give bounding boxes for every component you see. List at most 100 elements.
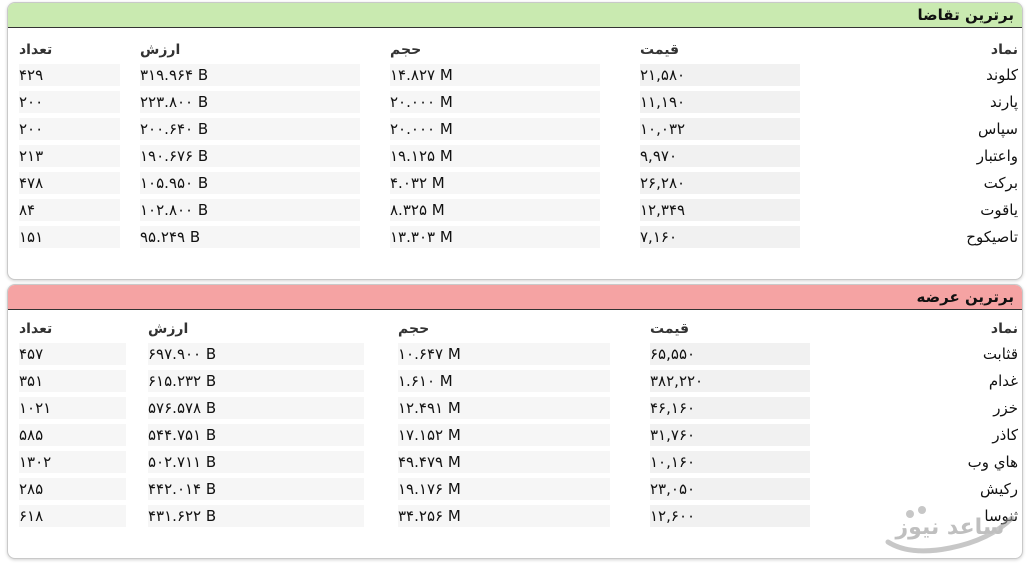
price-cell: ۱۲,۳۴۹ (640, 199, 800, 221)
value-cell: ۲۰۰.۶۴۰ B (140, 118, 360, 140)
price-cell: ۲۱,۵۸۰ (640, 64, 800, 86)
value-cell: ۴۳۱.۶۲۲ B (148, 505, 364, 527)
count-cell: ۴۷۸ (19, 172, 120, 194)
count-cell: ۱۰۲۱ (19, 397, 126, 419)
count-cell: ۱۵۱ (19, 226, 120, 248)
header-name: نماد (990, 42, 1018, 58)
header-name: نماد (990, 321, 1018, 337)
symbol-cell: سپاس (832, 118, 1022, 140)
symbol-cell: ثنوسا (842, 505, 1022, 527)
value-cell: ۴۴۲.۰۱۴ B (148, 478, 364, 500)
price-cell: ۱۱,۱۹۰ (640, 91, 800, 113)
count-cell: ۴۵۷ (19, 343, 126, 365)
volume-cell: ۱۰.۶۴۷ M (398, 343, 610, 365)
value-cell: ۱۰۲.۸۰۰ B (140, 199, 360, 221)
table-row[interactable]: غدام ۳۸۲,۲۲۰ ۱.۶۱۰ M ۶۱۵.۲۳۲ B ۳۵۱ (19, 370, 1022, 392)
header-volume: حجم (390, 42, 422, 58)
count-cell: ۸۴ (19, 199, 120, 221)
volume-cell: ۱۹.۱۲۵ M (390, 145, 600, 167)
count-cell: ۲۸۵ (19, 478, 126, 500)
value-cell: ۹۵.۲۴۹ B (140, 226, 360, 248)
top-demand-panel: برترین تقاضا نماد قیمت حجم ارزش تعداد کل… (7, 2, 1023, 280)
table-header-row: نماد قیمت حجم ارزش تعداد (19, 41, 1022, 59)
price-cell: ۲۶,۲۸۰ (640, 172, 800, 194)
value-cell: ۳۱۹.۹۶۴ B (140, 64, 360, 86)
count-cell: ۶۱۸ (19, 505, 126, 527)
symbol-cell: یاقوت (832, 199, 1022, 221)
header-value: ارزش (148, 321, 189, 337)
value-cell: ۱۹۰.۶۷۶ B (140, 145, 360, 167)
volume-cell: ۴۹.۴۷۹ M (398, 451, 610, 473)
volume-cell: ۱۲.۴۹۱ M (398, 397, 610, 419)
table-row[interactable]: قثابت ۶۵,۵۵۰ ۱۰.۶۴۷ M ۶۹۷.۹۰۰ B ۴۵۷ (19, 343, 1022, 365)
count-cell: ۲۱۳ (19, 145, 120, 167)
price-cell: ۱۰,۱۶۰ (650, 451, 810, 473)
count-cell: ۲۰۰ (19, 91, 120, 113)
price-cell: ۱۰,۰۳۲ (640, 118, 800, 140)
price-cell: ۱۲,۶۰۰ (650, 505, 810, 527)
value-cell: ۵۷۶.۵۷۸ B (148, 397, 364, 419)
table-row[interactable]: تاصیکوح ۷,۱۶۰ ۱۳.۳۰۳ M ۹۵.۲۴۹ B ۱۵۱ (19, 226, 1022, 248)
header-price: قیمت (640, 42, 680, 58)
header-volume: حجم (398, 321, 430, 337)
price-cell: ۳۱,۷۶۰ (650, 424, 810, 446)
volume-cell: ۸.۳۲۵ M (390, 199, 600, 221)
table-header-row: نماد قیمت حجم ارزش تعداد (19, 320, 1022, 338)
volume-cell: ۱.۶۱۰ M (398, 370, 610, 392)
value-cell: ۲۲۳.۸۰۰ B (140, 91, 360, 113)
price-cell: ۳۸۲,۲۲۰ (650, 370, 810, 392)
symbol-cell: کاذر (842, 424, 1022, 446)
price-cell: ۶۵,۵۵۰ (650, 343, 810, 365)
symbol-cell: تاصیکوح (832, 226, 1022, 248)
count-cell: ۵۸۵ (19, 424, 126, 446)
volume-cell: ۴.۰۳۲ M (390, 172, 600, 194)
symbol-cell: برکت (832, 172, 1022, 194)
table-row[interactable]: کلوند ۲۱,۵۸۰ ۱۴.۸۲۷ M ۳۱۹.۹۶۴ B ۴۲۹ (19, 64, 1022, 86)
symbol-cell: پارند (832, 91, 1022, 113)
table-row[interactable]: پارند ۱۱,۱۹۰ ۲۰.۰۰۰ M ۲۲۳.۸۰۰ B ۲۰۰ (19, 91, 1022, 113)
header-price: قیمت (650, 321, 690, 337)
header-value: ارزش (140, 42, 181, 58)
table-row[interactable]: یاقوت ۱۲,۳۴۹ ۸.۳۲۵ M ۱۰۲.۸۰۰ B ۸۴ (19, 199, 1022, 221)
top-supply-table: نماد قیمت حجم ارزش تعداد قثابت ۶۵,۵۵۰ ۱۰.۶… (19, 315, 1022, 532)
table-row[interactable]: هاي وب ۱۰,۱۶۰ ۴۹.۴۷۹ M ۵۰۲.۷۱۱ B ۱۳۰۲ (19, 451, 1022, 473)
volume-cell: ۱۳.۳۰۳ M (390, 226, 600, 248)
symbol-cell: هاي وب (842, 451, 1022, 473)
count-cell: ۳۵۱ (19, 370, 126, 392)
table-row[interactable]: برکت ۲۶,۲۸۰ ۴.۰۳۲ M ۱۰۵.۹۵۰ B ۴۷۸ (19, 172, 1022, 194)
table-row[interactable]: واعتبار ۹,۹۷۰ ۱۹.۱۲۵ M ۱۹۰.۶۷۶ B ۲۱۳ (19, 145, 1022, 167)
price-cell: ۷,۱۶۰ (640, 226, 800, 248)
symbol-cell: رکیش (842, 478, 1022, 500)
volume-cell: ۱۴.۸۲۷ M (390, 64, 600, 86)
price-cell: ۲۳,۰۵۰ (650, 478, 810, 500)
table-row[interactable]: خزر ۴۶,۱۶۰ ۱۲.۴۹۱ M ۵۷۶.۵۷۸ B ۱۰۲۱ (19, 397, 1022, 419)
price-cell: ۹,۹۷۰ (640, 145, 800, 167)
price-cell: ۴۶,۱۶۰ (650, 397, 810, 419)
value-cell: ۶۹۷.۹۰۰ B (148, 343, 364, 365)
symbol-cell: کلوند (832, 64, 1022, 86)
symbol-cell: قثابت (842, 343, 1022, 365)
count-cell: ۴۲۹ (19, 64, 120, 86)
symbol-cell: واعتبار (832, 145, 1022, 167)
volume-cell: ۱۷.۱۵۲ M (398, 424, 610, 446)
table-row[interactable]: سپاس ۱۰,۰۳۲ ۲۰.۰۰۰ M ۲۰۰.۶۴۰ B ۲۰۰ (19, 118, 1022, 140)
value-cell: ۶۱۵.۲۳۲ B (148, 370, 364, 392)
value-cell: ۵۴۴.۷۵۱ B (148, 424, 364, 446)
table-row[interactable]: ثنوسا ۱۲,۶۰۰ ۳۴.۲۵۶ M ۴۳۱.۶۲۲ B ۶۱۸ (19, 505, 1022, 527)
volume-cell: ۱۹.۱۷۶ M (398, 478, 610, 500)
header-count: تعداد (19, 42, 53, 58)
symbol-cell: خزر (842, 397, 1022, 419)
count-cell: ۱۳۰۲ (19, 451, 126, 473)
top-supply-panel: برترین عرضه نماد قیمت حجم ارزش تعداد قثا… (7, 284, 1023, 559)
count-cell: ۲۰۰ (19, 118, 120, 140)
symbol-cell: غدام (842, 370, 1022, 392)
value-cell: ۵۰۲.۷۱۱ B (148, 451, 364, 473)
table-row[interactable]: کاذر ۳۱,۷۶۰ ۱۷.۱۵۲ M ۵۴۴.۷۵۱ B ۵۸۵ (19, 424, 1022, 446)
top-demand-title: برترین تقاضا (8, 3, 1022, 28)
volume-cell: ۲۰.۰۰۰ M (390, 118, 600, 140)
top-demand-table: نماد قیمت حجم ارزش تعداد کلوند ۲۱,۵۸۰ ۱۴.۸… (19, 36, 1022, 253)
value-cell: ۱۰۵.۹۵۰ B (140, 172, 360, 194)
volume-cell: ۳۴.۲۵۶ M (398, 505, 610, 527)
table-row[interactable]: رکیش ۲۳,۰۵۰ ۱۹.۱۷۶ M ۴۴۲.۰۱۴ B ۲۸۵ (19, 478, 1022, 500)
top-supply-title: برترین عرضه (8, 285, 1022, 310)
